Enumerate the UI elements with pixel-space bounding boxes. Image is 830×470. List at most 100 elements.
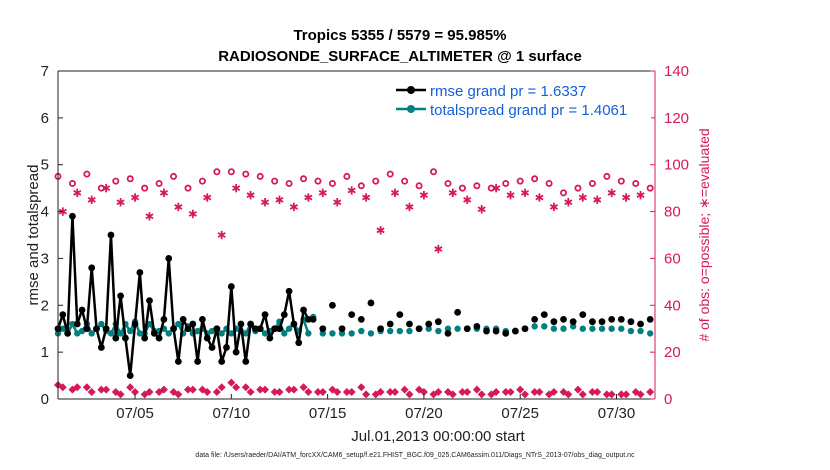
obs-count-low-point xyxy=(458,387,467,396)
y-right-tick-label: 20 xyxy=(664,344,681,361)
y-tick-label: 2 xyxy=(41,297,49,314)
obs-count-low-point xyxy=(347,387,356,396)
obs-count-low-point xyxy=(145,387,154,396)
obs-count-low-point xyxy=(386,387,395,396)
obs-evaluated-point xyxy=(362,193,371,202)
rmse-point xyxy=(483,327,490,335)
obs-evaluated-point xyxy=(607,188,616,198)
data-file-footer: data file: /Users/raeder/DAI/ATM_forcXX/… xyxy=(195,452,635,459)
rmse-point xyxy=(309,315,317,323)
obs-count-low-point xyxy=(102,385,111,394)
obs-count-low-point xyxy=(318,387,327,396)
rmse-point xyxy=(150,330,158,337)
totalspread-point xyxy=(59,325,67,332)
totalspread-point xyxy=(387,327,394,335)
obs-possible-point xyxy=(227,168,235,176)
obs-possible-point xyxy=(357,182,365,190)
rmse-point xyxy=(598,318,606,326)
obs-count-low-point xyxy=(227,378,236,387)
rmse-point xyxy=(242,358,250,365)
totalspread-point xyxy=(319,330,326,337)
y-tick-label: 7 xyxy=(41,63,49,80)
obs-possible-point xyxy=(285,179,293,187)
obs-evaluated-point xyxy=(232,183,241,193)
rmse-point xyxy=(531,315,539,323)
obs-count-low-point xyxy=(573,385,582,394)
obs-count-low-point xyxy=(588,387,597,396)
rmse-point xyxy=(271,325,279,333)
rmse-point xyxy=(550,318,558,326)
x-tick-label: 07/20 xyxy=(405,405,443,422)
obs-count-low-point xyxy=(549,387,558,396)
rmse-point xyxy=(521,325,529,333)
y-right-tick-label: 60 xyxy=(664,250,681,267)
obs-count-low-point xyxy=(174,390,183,399)
rmse-point xyxy=(208,344,216,351)
x-tick-label: 07/05 xyxy=(116,405,154,422)
rmse-point xyxy=(266,334,274,342)
obs-count-low-point xyxy=(275,387,284,396)
rmse-point xyxy=(170,325,177,333)
obs-evaluated-point xyxy=(130,193,140,202)
obs-evaluated-point xyxy=(203,193,212,202)
obs-evaluated-point xyxy=(593,195,602,205)
legend-totalspread-marker xyxy=(407,105,415,113)
x-axis-label: Jul.01,2013 00:00:00 start xyxy=(351,428,525,445)
obs-possible-point xyxy=(328,179,336,187)
rmse-point xyxy=(247,320,254,328)
rmse-point xyxy=(434,318,442,326)
obs-count-low-point xyxy=(463,387,472,396)
rmse-point xyxy=(64,330,72,337)
obs-evaluated-point xyxy=(376,226,385,235)
rmse-point xyxy=(59,311,67,319)
y-tick-label: 4 xyxy=(41,204,49,221)
chart-subtitle: RADIOSONDE_SURFACE_ALTIMETER @ 1 surface xyxy=(218,48,582,65)
obs-possible-point xyxy=(458,184,466,192)
rmse-point xyxy=(608,315,616,323)
obs-possible-point xyxy=(155,179,163,187)
x-tick-labels: 07/05 07/10 07/15 07/20 07/25 07/30 xyxy=(116,394,635,422)
obs-possible-point xyxy=(372,177,380,185)
obs-evaluated-point xyxy=(390,188,400,198)
rmse-point xyxy=(155,334,163,342)
y-tick-label: 0 xyxy=(41,391,49,408)
obs-possible-point xyxy=(430,168,438,176)
obs-count-low-point xyxy=(636,390,645,399)
obs-possible-point xyxy=(516,177,524,185)
rmse-point xyxy=(637,320,644,328)
totalspread-point xyxy=(281,330,288,337)
obs-possible-point xyxy=(545,179,553,187)
rmse-point xyxy=(131,320,139,328)
rmse-point xyxy=(396,311,404,319)
obs-count-low-point xyxy=(289,385,298,394)
rmse-point xyxy=(126,372,134,379)
totalspread-point xyxy=(127,327,134,335)
rmse-point xyxy=(454,308,462,316)
rmse-point xyxy=(589,318,596,326)
obs-evaluated-point xyxy=(333,198,342,207)
rmse-point xyxy=(83,325,91,333)
obs-count-low-point xyxy=(602,390,611,399)
rmse-point xyxy=(136,269,144,276)
rmse-point xyxy=(617,315,625,323)
obs-count-low-point xyxy=(159,385,168,394)
totalspread-point xyxy=(107,330,115,337)
chart-title: Tropics 5355 / 5579 = 95.985% xyxy=(293,27,506,44)
legend-rmse-label: rmse grand pr = 1.6337 xyxy=(430,83,586,100)
obs-count-low-point xyxy=(506,387,515,396)
x-tick-label: 07/30 xyxy=(598,405,636,422)
totalspread-point xyxy=(646,330,654,337)
obs-count-low-point xyxy=(434,387,443,396)
rmse-point xyxy=(425,320,433,328)
y-tick-label: 3 xyxy=(41,250,49,267)
obs-possible-point xyxy=(560,189,568,197)
x-tick-label: 07/10 xyxy=(213,405,251,422)
obs-count-low-point xyxy=(203,387,212,396)
legend-rmse-marker xyxy=(407,86,415,94)
rmse-point xyxy=(117,292,124,300)
chart-marks xyxy=(54,168,655,399)
totalspread-point xyxy=(348,330,355,337)
obs-evaluated-point xyxy=(304,193,313,202)
obs-evaluated-point xyxy=(145,212,154,221)
y-right-tick-label: 0 xyxy=(664,391,672,408)
